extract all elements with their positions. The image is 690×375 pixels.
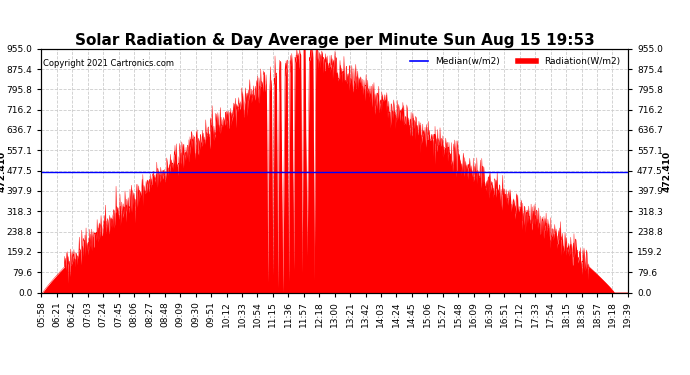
Text: Copyright 2021 Cartronics.com: Copyright 2021 Cartronics.com (43, 58, 174, 68)
Legend: Median(w/m2), Radiation(W/m2): Median(w/m2), Radiation(W/m2) (406, 53, 623, 69)
Text: 472.410: 472.410 (0, 152, 7, 192)
Text: 472.410: 472.410 (662, 152, 671, 192)
Title: Solar Radiation & Day Average per Minute Sun Aug 15 19:53: Solar Radiation & Day Average per Minute… (75, 33, 595, 48)
